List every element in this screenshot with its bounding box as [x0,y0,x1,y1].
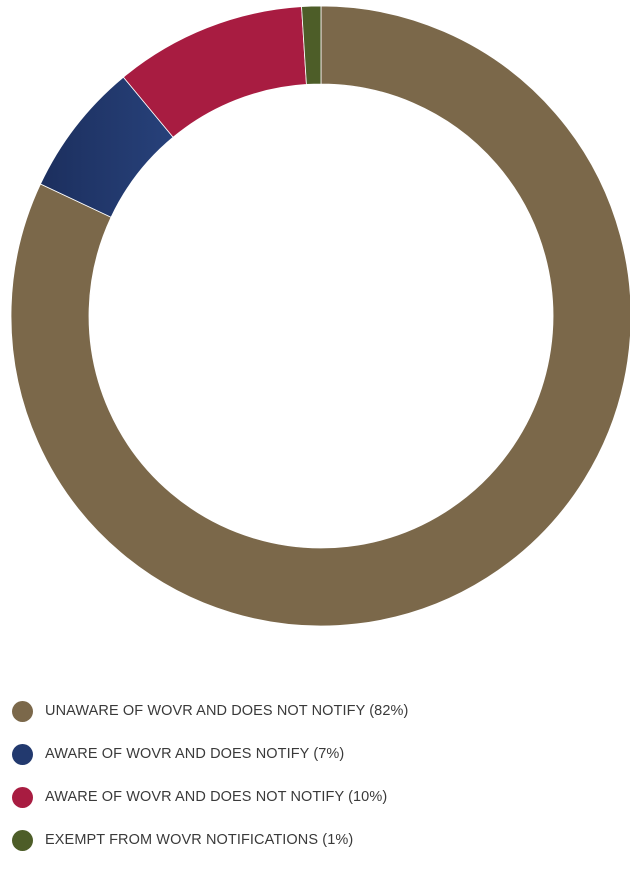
legend-item: UNAWARE OF WOVR AND DOES NOT NOTIFY (82%… [12,700,408,722]
slice-unaware-not-notify [10,5,630,627]
legend-item: AWARE OF WOVR AND DOES NOT NOTIFY (10%) [12,786,408,808]
legend-label: UNAWARE OF WOVR AND DOES NOT NOTIFY (82%… [45,703,409,719]
legend-swatch [12,786,33,808]
legend-label: AWARE OF WOVR AND DOES NOT NOTIFY (10%) [45,789,388,805]
legend-label: EXEMPT FROM WOVR NOTIFICATIONS (1%) [45,832,354,848]
slice-exempt [301,5,322,85]
legend-item: AWARE OF WOVR AND DOES NOTIFY (7%) [12,743,408,765]
legend-swatch [12,829,33,851]
legend-swatch [12,743,33,765]
legend-label: AWARE OF WOVR AND DOES NOTIFY (7%) [45,746,345,762]
chart-legend: UNAWARE OF WOVR AND DOES NOT NOTIFY (82%… [12,700,408,872]
legend-item: EXEMPT FROM WOVR NOTIFICATIONS (1%) [12,829,408,851]
legend-swatch [12,700,33,722]
donut-chart [10,5,630,627]
